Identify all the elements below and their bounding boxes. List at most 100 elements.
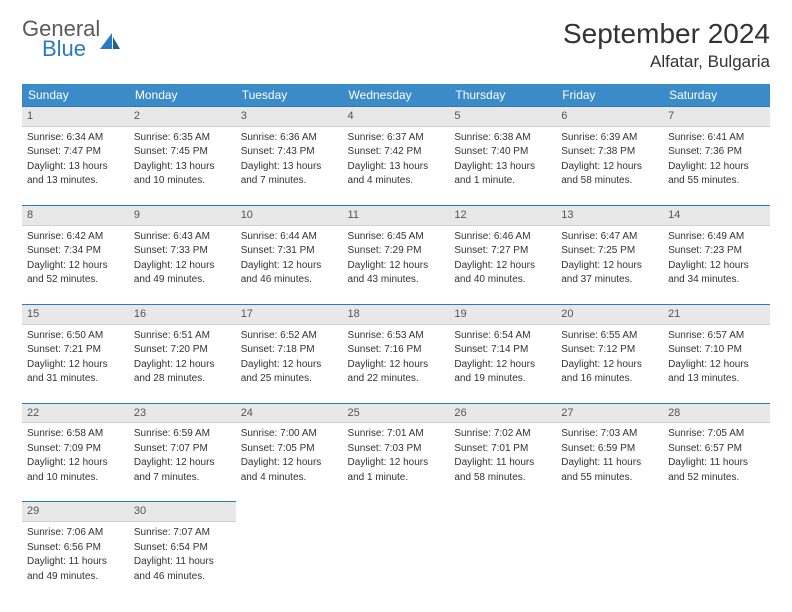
sunrise-text: Sunrise: 7:07 AM <box>134 526 231 540</box>
sunrise-text: Sunrise: 7:01 AM <box>348 427 445 441</box>
sunset-text: Sunset: 7:14 PM <box>454 343 551 357</box>
sunrise-text: Sunrise: 6:46 AM <box>454 230 551 244</box>
daylight-text-2: and 55 minutes. <box>668 174 765 188</box>
calendar-week-row: 15Sunrise: 6:50 AMSunset: 7:21 PMDayligh… <box>22 304 770 403</box>
day-number: 17 <box>236 304 343 325</box>
daylight-text-1: Daylight: 11 hours <box>561 456 658 470</box>
calendar-day-cell <box>449 501 556 600</box>
calendar-day-cell <box>343 501 450 600</box>
weekday-header: Monday <box>129 84 236 106</box>
daylight-text-2: and 4 minutes. <box>241 471 338 485</box>
calendar-week-row: 1Sunrise: 6:34 AMSunset: 7:47 PMDaylight… <box>22 106 770 205</box>
day-number: 29 <box>22 501 129 522</box>
sunrise-text: Sunrise: 6:41 AM <box>668 131 765 145</box>
daylight-text-1: Daylight: 12 hours <box>454 259 551 273</box>
sunrise-text: Sunrise: 6:39 AM <box>561 131 658 145</box>
sunset-text: Sunset: 7:03 PM <box>348 442 445 456</box>
daylight-text-1: Daylight: 12 hours <box>561 259 658 273</box>
sunset-text: Sunset: 7:01 PM <box>454 442 551 456</box>
sunrise-text: Sunrise: 6:58 AM <box>27 427 124 441</box>
daylight-text-2: and 49 minutes. <box>27 570 124 584</box>
sunrise-text: Sunrise: 6:57 AM <box>668 329 765 343</box>
sunset-text: Sunset: 7:18 PM <box>241 343 338 357</box>
calendar-day-cell <box>556 501 663 600</box>
sunset-text: Sunset: 7:23 PM <box>668 244 765 258</box>
sunrise-text: Sunrise: 6:38 AM <box>454 131 551 145</box>
sunset-text: Sunset: 7:36 PM <box>668 145 765 159</box>
sunset-text: Sunset: 7:38 PM <box>561 145 658 159</box>
daylight-text-2: and 1 minute. <box>454 174 551 188</box>
day-number: 3 <box>236 106 343 127</box>
sunset-text: Sunset: 6:54 PM <box>134 541 231 555</box>
sunset-text: Sunset: 6:59 PM <box>561 442 658 456</box>
weekday-header: Sunday <box>22 84 129 106</box>
daylight-text-1: Daylight: 13 hours <box>348 160 445 174</box>
day-number: 1 <box>22 106 129 127</box>
sunrise-text: Sunrise: 7:00 AM <box>241 427 338 441</box>
sunrise-text: Sunrise: 6:37 AM <box>348 131 445 145</box>
calendar-day-cell: 25Sunrise: 7:01 AMSunset: 7:03 PMDayligh… <box>343 403 450 502</box>
day-number: 30 <box>129 501 236 522</box>
sunset-text: Sunset: 7:20 PM <box>134 343 231 357</box>
weekday-header: Saturday <box>663 84 770 106</box>
sunset-text: Sunset: 7:45 PM <box>134 145 231 159</box>
day-number: 23 <box>129 403 236 424</box>
sunset-text: Sunset: 6:56 PM <box>27 541 124 555</box>
day-number: 21 <box>663 304 770 325</box>
daylight-text-2: and 22 minutes. <box>348 372 445 386</box>
sunrise-text: Sunrise: 6:50 AM <box>27 329 124 343</box>
sunset-text: Sunset: 7:31 PM <box>241 244 338 258</box>
sunrise-text: Sunrise: 6:36 AM <box>241 131 338 145</box>
daylight-text-1: Daylight: 11 hours <box>27 555 124 569</box>
daylight-text-2: and 1 minute. <box>348 471 445 485</box>
calendar-day-cell: 4Sunrise: 6:37 AMSunset: 7:42 PMDaylight… <box>343 106 450 205</box>
daylight-text-2: and 10 minutes. <box>134 174 231 188</box>
sunrise-text: Sunrise: 6:43 AM <box>134 230 231 244</box>
daylight-text-2: and 49 minutes. <box>134 273 231 287</box>
calendar-day-cell: 1Sunrise: 6:34 AMSunset: 7:47 PMDaylight… <box>22 106 129 205</box>
daylight-text-1: Daylight: 11 hours <box>134 555 231 569</box>
day-number: 9 <box>129 205 236 226</box>
daylight-text-1: Daylight: 12 hours <box>561 358 658 372</box>
day-number: 6 <box>556 106 663 127</box>
daylight-text-2: and 13 minutes. <box>668 372 765 386</box>
daylight-text-1: Daylight: 12 hours <box>668 259 765 273</box>
daylight-text-2: and 4 minutes. <box>348 174 445 188</box>
sunset-text: Sunset: 7:42 PM <box>348 145 445 159</box>
daylight-text-2: and 46 minutes. <box>241 273 338 287</box>
daylight-text-2: and 52 minutes. <box>668 471 765 485</box>
daylight-text-1: Daylight: 12 hours <box>27 358 124 372</box>
day-number: 14 <box>663 205 770 226</box>
daylight-text-1: Daylight: 12 hours <box>134 456 231 470</box>
sunset-text: Sunset: 7:34 PM <box>27 244 124 258</box>
daylight-text-1: Daylight: 11 hours <box>668 456 765 470</box>
title-block: September 2024 Alfatar, Bulgaria <box>563 18 770 72</box>
sunset-text: Sunset: 6:57 PM <box>668 442 765 456</box>
daylight-text-2: and 28 minutes. <box>134 372 231 386</box>
sunset-text: Sunset: 7:43 PM <box>241 145 338 159</box>
daylight-text-2: and 34 minutes. <box>668 273 765 287</box>
day-number: 10 <box>236 205 343 226</box>
daylight-text-1: Daylight: 13 hours <box>241 160 338 174</box>
day-number: 2 <box>129 106 236 127</box>
sunrise-text: Sunrise: 6:44 AM <box>241 230 338 244</box>
daylight-text-1: Daylight: 12 hours <box>134 358 231 372</box>
calendar-day-cell: 13Sunrise: 6:47 AMSunset: 7:25 PMDayligh… <box>556 205 663 304</box>
logo-sail-icon <box>98 31 122 51</box>
daylight-text-1: Daylight: 12 hours <box>348 259 445 273</box>
weekday-header: Friday <box>556 84 663 106</box>
daylight-text-2: and 52 minutes. <box>27 273 124 287</box>
sunset-text: Sunset: 7:12 PM <box>561 343 658 357</box>
daylight-text-2: and 58 minutes. <box>454 471 551 485</box>
sunrise-text: Sunrise: 6:54 AM <box>454 329 551 343</box>
daylight-text-2: and 58 minutes. <box>561 174 658 188</box>
daylight-text-2: and 7 minutes. <box>241 174 338 188</box>
weekday-header: Thursday <box>449 84 556 106</box>
calendar-day-cell: 15Sunrise: 6:50 AMSunset: 7:21 PMDayligh… <box>22 304 129 403</box>
daylight-text-2: and 37 minutes. <box>561 273 658 287</box>
daylight-text-1: Daylight: 12 hours <box>561 160 658 174</box>
daylight-text-2: and 46 minutes. <box>134 570 231 584</box>
sunrise-text: Sunrise: 6:47 AM <box>561 230 658 244</box>
calendar-day-cell: 8Sunrise: 6:42 AMSunset: 7:34 PMDaylight… <box>22 205 129 304</box>
daylight-text-1: Daylight: 12 hours <box>241 259 338 273</box>
